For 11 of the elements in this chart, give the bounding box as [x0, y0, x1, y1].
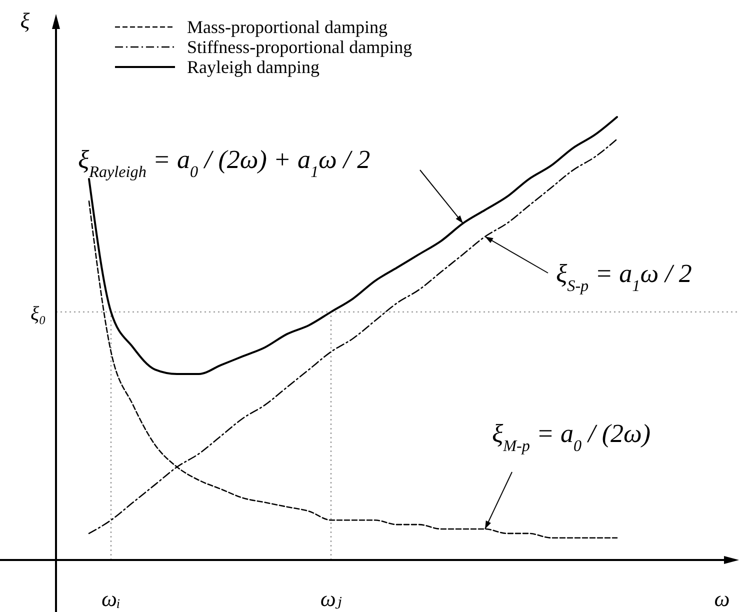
- ref-line-label: ξ₀: [30, 302, 46, 325]
- y-axis-title: ξ: [20, 8, 30, 33]
- legend-label: Rayleigh damping: [187, 57, 320, 77]
- annotation: ξ$_{Rayleigh}$ = a$_{0}$ / (2ω) + a$_{1}$ω / 2: [78, 145, 370, 180]
- x-tick-label: ωⱼ: [320, 586, 342, 611]
- annotation: ξ$_{S-p}$ = a$_{1}$ω / 2: [556, 259, 692, 294]
- x-tick-label: ωᵢ: [101, 586, 121, 611]
- x-axis-title: ω: [714, 586, 730, 611]
- legend-label: Stiffness-proportional damping: [187, 37, 412, 57]
- legend-label: Mass-proportional damping: [187, 17, 388, 37]
- annotation: ξ$_{M-p}$ = a$_{0}$ / (2ω): [492, 419, 650, 454]
